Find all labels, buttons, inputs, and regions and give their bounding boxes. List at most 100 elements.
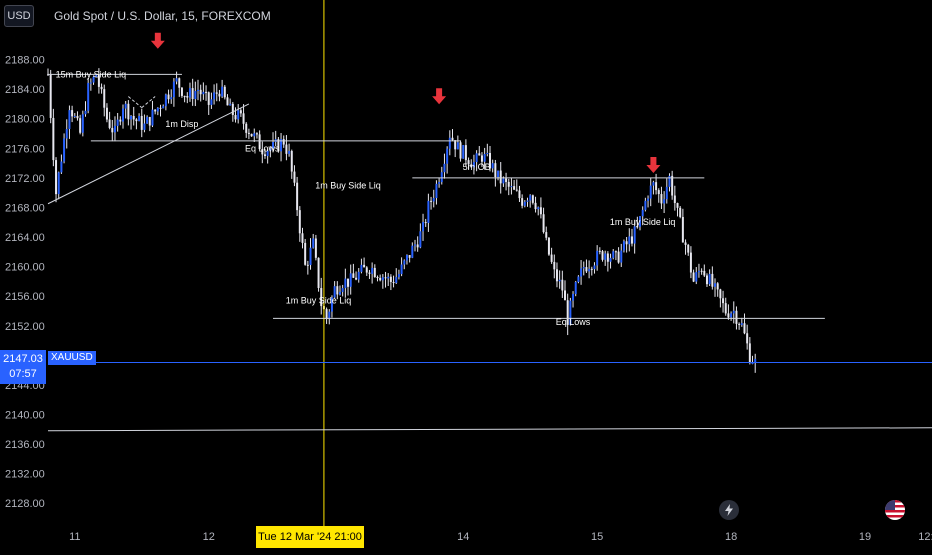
- candle-body: [687, 244, 690, 253]
- candle-body: [639, 216, 642, 227]
- current-price: 2147.03: [3, 353, 43, 365]
- candle-body: [389, 276, 392, 282]
- us-flag-icon[interactable]: [885, 500, 905, 520]
- candle-body: [641, 209, 644, 217]
- candle-body: [215, 92, 218, 94]
- dashed-line: [128, 96, 143, 109]
- candle-body: [630, 236, 633, 244]
- crosshair-date-label: Tue 12 Mar '24 21:00: [256, 526, 364, 548]
- candle-body: [304, 242, 307, 265]
- candle-body: [301, 233, 304, 243]
- candle-body: [539, 207, 542, 215]
- candle-body: [467, 160, 470, 165]
- candle-body: [373, 267, 376, 277]
- candle-body: [518, 190, 521, 199]
- candle-body: [175, 78, 178, 82]
- candle-body: [336, 286, 339, 295]
- down-arrow-icon: [432, 88, 447, 105]
- candle-body: [727, 313, 730, 318]
- candle-body: [515, 189, 518, 191]
- candle-body: [159, 107, 162, 109]
- candle-body: [732, 310, 735, 314]
- candle-body: [673, 195, 676, 204]
- down-arrow-icon: [646, 157, 661, 174]
- candle-body: [113, 125, 116, 133]
- candle-body: [609, 257, 612, 262]
- candle-body: [403, 260, 406, 265]
- candle-body: [162, 106, 165, 109]
- candle-body: [671, 175, 674, 196]
- candle-body: [754, 358, 757, 363]
- candle-body: [531, 195, 534, 203]
- candle-body: [341, 288, 344, 292]
- candle-body: [620, 250, 623, 263]
- candle-body: [649, 185, 652, 199]
- candle-body: [550, 254, 553, 262]
- candle-body: [154, 109, 157, 112]
- y-tick-label: 2160.00: [5, 262, 45, 274]
- candle-body: [71, 110, 74, 117]
- candle-body: [561, 279, 564, 291]
- candle-body: [245, 123, 248, 133]
- candle-body: [347, 278, 350, 287]
- candle-body: [317, 257, 320, 289]
- candle-body: [205, 91, 208, 93]
- candle-body: [379, 277, 382, 281]
- candle-body: [269, 148, 272, 151]
- candle-body: [708, 273, 711, 285]
- candle-body: [371, 267, 374, 274]
- candle-body: [288, 150, 291, 154]
- candle-body: [330, 297, 333, 312]
- candle-body: [652, 182, 655, 186]
- candle-body: [368, 272, 371, 274]
- candle-body: [253, 133, 256, 137]
- candle-body: [647, 198, 650, 201]
- candle-body: [103, 89, 106, 108]
- candle-body: [692, 272, 695, 282]
- candle-body: [604, 253, 607, 260]
- candle-body: [440, 172, 443, 183]
- candle-body: [456, 142, 459, 150]
- candle-body: [569, 300, 572, 325]
- currency-button[interactable]: USD: [4, 5, 34, 27]
- candle-body: [285, 144, 288, 154]
- candle-body: [657, 190, 660, 195]
- annotation-label: 1m Buy Side Liq: [610, 217, 676, 227]
- candle-body: [234, 114, 237, 120]
- y-tick-label: 2180.00: [5, 114, 45, 126]
- candle-body: [558, 279, 561, 282]
- candle-body: [625, 241, 628, 245]
- candle-body: [290, 150, 293, 172]
- candle-body: [614, 251, 617, 253]
- lightning-icon[interactable]: [719, 500, 739, 520]
- candle-body: [79, 118, 82, 133]
- candle-body: [446, 148, 449, 164]
- candle-body: [218, 93, 221, 97]
- candle-body: [392, 281, 395, 283]
- candle-body: [590, 268, 593, 270]
- candle-body: [255, 133, 258, 135]
- candle-body: [443, 163, 446, 173]
- candle-body: [60, 161, 63, 173]
- candle-body: [97, 75, 100, 87]
- candle-body: [655, 182, 658, 191]
- candle-body: [68, 110, 71, 130]
- y-tick-label: 2176.00: [5, 143, 45, 155]
- candle-body: [622, 241, 625, 251]
- candle-body: [574, 281, 577, 294]
- candle-body: [451, 137, 454, 141]
- candle-body: [716, 283, 719, 290]
- candle-body: [130, 115, 133, 120]
- candle-body: [138, 115, 141, 122]
- candle-body: [502, 178, 505, 184]
- candle-body: [111, 127, 114, 133]
- candle-body: [553, 261, 556, 270]
- down-arrow-icon: [150, 32, 165, 49]
- candle-body: [178, 78, 181, 88]
- candle-body: [84, 110, 87, 115]
- candle-body: [202, 91, 205, 95]
- candle-body: [454, 140, 457, 150]
- annotation-label: 1m Buy Side Liq: [315, 180, 381, 190]
